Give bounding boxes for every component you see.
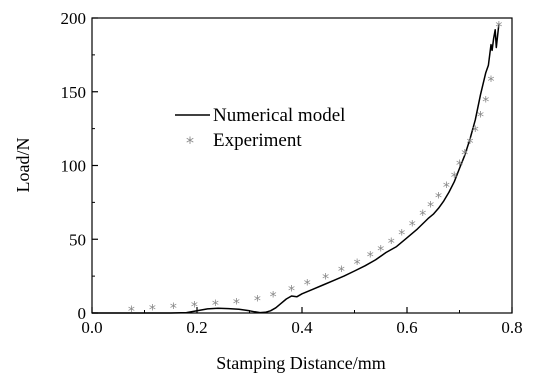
series-layer: * * * * * * * * * * * * * * * **************** [92,19,502,320]
experiment-point: * [128,304,135,320]
experiment-point: * [233,297,240,313]
experiment-point: * [472,124,479,140]
experiment-point: * [149,303,156,319]
experiment-point: * [170,301,177,317]
x-tick-label: 0.6 [396,318,417,337]
experiment-point: * [456,158,463,174]
legend: Numerical model * Experiment [175,105,345,152]
x-tick-label: 0.0 [81,318,102,337]
experiment-point: * [443,180,450,196]
experiment-point: * [419,208,426,224]
experiment-point: * [270,289,277,305]
experiment-point: * [488,74,495,90]
experiment-point: * [482,95,489,111]
x-tick-label: 0.4 [291,318,313,337]
experiment-point: * [451,170,458,186]
experiment-point: * [367,249,374,265]
experiment-point: * [461,148,468,164]
y-tick-label: 50 [69,230,86,249]
legend-label-experiment: Experiment [213,130,302,151]
experiment-point: * [191,300,198,316]
experiment-point: * [435,190,442,206]
x-tick-label: 0.2 [186,318,207,337]
x-tick-label: 0.8 [501,318,522,337]
y-axis-label: Load/N [13,138,33,193]
experiment-point: * [322,272,329,288]
experiment-point: * [398,227,405,243]
experiment-point: * [212,298,219,314]
experiment-point: * [254,294,261,310]
experiment-point: * [354,257,361,273]
legend-label-numerical-model: Numerical model [213,105,345,126]
experiment-point: * [388,236,395,252]
experiment-point: * [467,136,474,152]
y-tick-label: 100 [61,157,87,176]
plot-frame [91,17,513,314]
series-line-numerical-model [92,23,500,314]
experiment-point: * [338,264,345,280]
y-tick-label: 0 [78,304,87,323]
experiment-point: * [409,219,416,235]
legend-marker-swatch: * [186,133,194,152]
experiment-point: * [427,199,434,215]
axes: 0.0 0.2 0.4 0.6 0.8 0 50 100 150 200 [61,9,523,337]
experiment-point: * [304,278,311,294]
experiment-point: * [477,109,484,125]
experiment-point: * [288,283,295,299]
x-axis-label: Stamping Distance/mm [216,353,385,373]
y-tick-label: 200 [61,9,87,28]
y-tick-label: 150 [61,83,87,102]
experiment-point: * [495,19,502,35]
experiment-point: * [377,244,384,260]
